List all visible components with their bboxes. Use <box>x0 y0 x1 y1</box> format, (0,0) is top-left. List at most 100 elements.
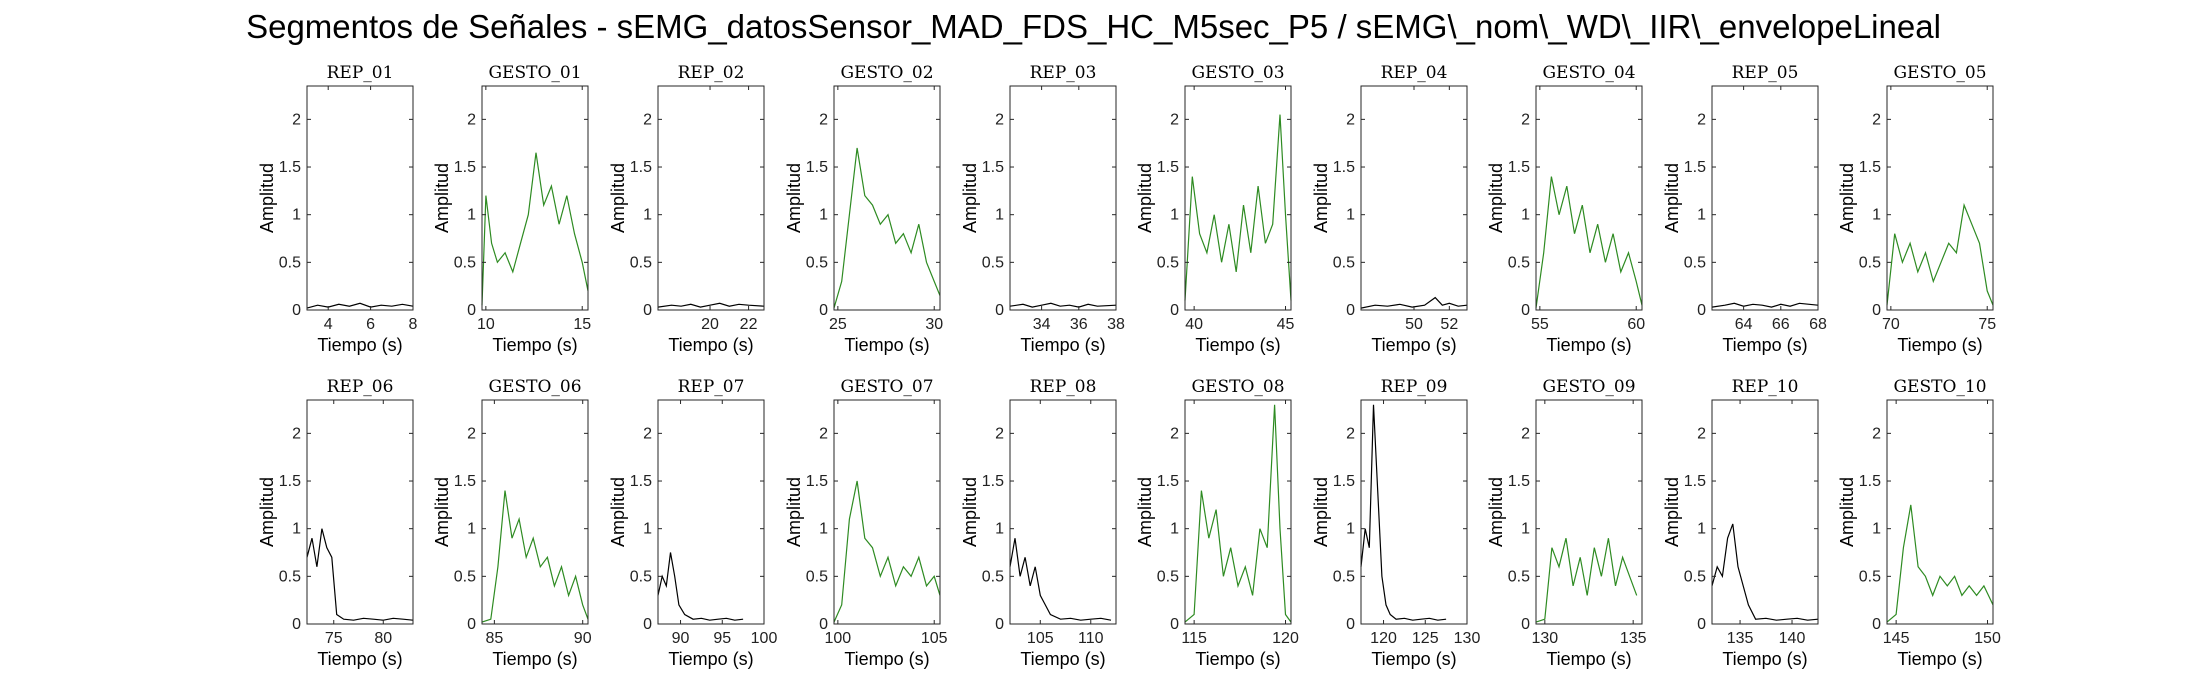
y-tick-label: 2 <box>467 111 476 128</box>
series-line-gesto <box>1184 404 1292 623</box>
x-axis-label: Tiempo (s) <box>1546 335 1631 355</box>
series-line-gesto <box>481 490 589 623</box>
y-axis-label: Amplitud <box>1486 477 1506 547</box>
y-tick-label: 0 <box>1697 616 1706 633</box>
x-tick-label: 140 <box>1779 630 1806 647</box>
x-tick-label: 6 <box>366 316 375 333</box>
x-axis-label: Tiempo (s) <box>1897 649 1982 669</box>
y-tick-label: 1.5 <box>806 473 828 490</box>
y-tick-label: 1.5 <box>1157 159 1179 176</box>
subplot-title: REP_05 <box>1732 63 1799 83</box>
y-tick-label: 1 <box>819 521 828 538</box>
x-axis-label: Tiempo (s) <box>1897 335 1982 355</box>
y-tick-label: 0.5 <box>1508 254 1530 271</box>
x-tick-label: 22 <box>740 316 758 333</box>
subplot-18: GESTO_09 0 0.5 1 1.5 2 130 135 Tiempo (s) Amplitu… <box>1486 377 1647 669</box>
y-tick-label: 1.5 <box>1508 159 1530 176</box>
subplot-12: GESTO_06 0 0.5 1 1.5 2 85 90 Tiempo (s) Amplitud <box>432 377 592 669</box>
subplot-4: GESTO_02 0 0.5 1 1.5 2 25 30 Tiempo (s) Amplitud <box>784 63 943 355</box>
y-tick-label: 0.5 <box>279 568 301 585</box>
x-tick-label: 125 <box>1412 630 1439 647</box>
subplot-16: GESTO_08 0 0.5 1 1.5 2 115 120 Tiempo (s) Amplitu… <box>1135 377 1299 669</box>
axes-box <box>1535 85 1643 311</box>
series-line-rep <box>1360 296 1468 309</box>
y-tick-label: 1.5 <box>1508 473 1530 490</box>
y-tick-label: 0 <box>1170 616 1179 633</box>
y-tick-label: 2 <box>819 111 828 128</box>
x-tick-label: 66 <box>1772 316 1790 333</box>
subplot-7: REP_04 0 0.5 1 1.5 2 50 52 Tiempo (s) Amplitud <box>1311 63 1468 355</box>
y-tick-label: 0.5 <box>630 568 652 585</box>
y-tick-label: 1 <box>292 521 301 538</box>
y-tick-label: 0.5 <box>1684 254 1706 271</box>
x-tick-label: 55 <box>1531 316 1549 333</box>
axes-box <box>657 399 765 625</box>
x-axis-label: Tiempo (s) <box>1546 649 1631 669</box>
y-tick-label: 0 <box>643 302 652 319</box>
series-line-rep <box>657 302 765 308</box>
y-tick-label: 0 <box>819 302 828 319</box>
x-axis-label: Tiempo (s) <box>1020 335 1105 355</box>
y-axis-label: Amplitud <box>257 163 277 233</box>
subplot-title: REP_03 <box>1030 63 1097 83</box>
series-line-gesto <box>481 152 589 306</box>
subplot-19: REP_10 0 0.5 1 1.5 2 135 140 Tiempo (s) Amplitud <box>1662 377 1819 669</box>
x-axis-label: Tiempo (s) <box>1722 649 1807 669</box>
y-tick-label: 2 <box>292 425 301 442</box>
y-tick-label: 1 <box>1170 207 1179 224</box>
series-line-rep <box>1711 523 1819 621</box>
series-line-gesto <box>1886 202 1994 306</box>
series-line-gesto <box>833 147 941 309</box>
x-tick-label: 25 <box>829 316 847 333</box>
axes-box <box>1711 399 1819 625</box>
x-axis-label: Tiempo (s) <box>317 649 402 669</box>
y-axis-label: Amplitud <box>608 163 628 233</box>
subplot-title: GESTO_03 <box>1191 63 1284 83</box>
subplot-15: REP_08 0 0.5 1 1.5 2 105 110 Tiempo (s) Amplitud <box>960 377 1117 669</box>
x-tick-label: 80 <box>374 630 392 647</box>
x-axis-label: Tiempo (s) <box>1371 649 1456 669</box>
y-tick-label: 1.5 <box>1859 473 1881 490</box>
y-tick-label: 1 <box>1521 207 1530 224</box>
y-tick-label: 0 <box>1346 616 1355 633</box>
subplot-8: GESTO_04 0 0.5 1 1.5 2 55 60 Tiempo (s) Amplitud <box>1486 63 1645 355</box>
y-tick-label: 0.5 <box>1508 568 1530 585</box>
x-axis-label: Tiempo (s) <box>492 649 577 669</box>
x-tick-label: 40 <box>1185 316 1203 333</box>
x-tick-label: 52 <box>1440 316 1458 333</box>
y-tick-label: 2 <box>467 425 476 442</box>
x-tick-label: 100 <box>825 630 852 647</box>
series-line-gesto <box>1184 114 1292 301</box>
y-tick-label: 0 <box>995 616 1004 633</box>
y-tick-label: 2 <box>819 425 828 442</box>
y-tick-label: 2 <box>1170 111 1179 128</box>
y-tick-label: 0.5 <box>1859 568 1881 585</box>
subplot-13: REP_07 0 0.5 1 1.5 2 90 95 100 Tiempo (s) Amplitud <box>608 377 777 669</box>
y-axis-label: Amplitud <box>1486 163 1506 233</box>
subplot-title: GESTO_07 <box>840 377 933 397</box>
y-axis-label: Amplitud <box>1135 163 1155 233</box>
series-line-rep <box>1009 302 1117 308</box>
y-tick-label: 0.5 <box>806 254 828 271</box>
subplot-title: GESTO_01 <box>488 63 581 83</box>
x-tick-label: 90 <box>672 630 690 647</box>
x-tick-label: 130 <box>1531 630 1558 647</box>
subplot-title: REP_02 <box>678 63 745 83</box>
x-axis-label: Tiempo (s) <box>668 335 753 355</box>
y-axis-label: Amplitud <box>432 163 452 233</box>
y-tick-label: 1.5 <box>982 473 1004 490</box>
subplot-title: GESTO_10 <box>1893 377 1986 397</box>
x-tick-label: 4 <box>324 316 333 333</box>
y-tick-label: 0.5 <box>454 568 476 585</box>
series-line-rep <box>306 302 414 309</box>
x-tick-label: 50 <box>1405 316 1423 333</box>
y-tick-label: 2 <box>1697 425 1706 442</box>
y-axis-label: Amplitud <box>1837 477 1857 547</box>
subplot-title: GESTO_05 <box>1893 63 1986 83</box>
series-line-gesto <box>833 480 941 623</box>
axes-box <box>1009 85 1117 311</box>
x-axis-label: Tiempo (s) <box>1371 335 1456 355</box>
